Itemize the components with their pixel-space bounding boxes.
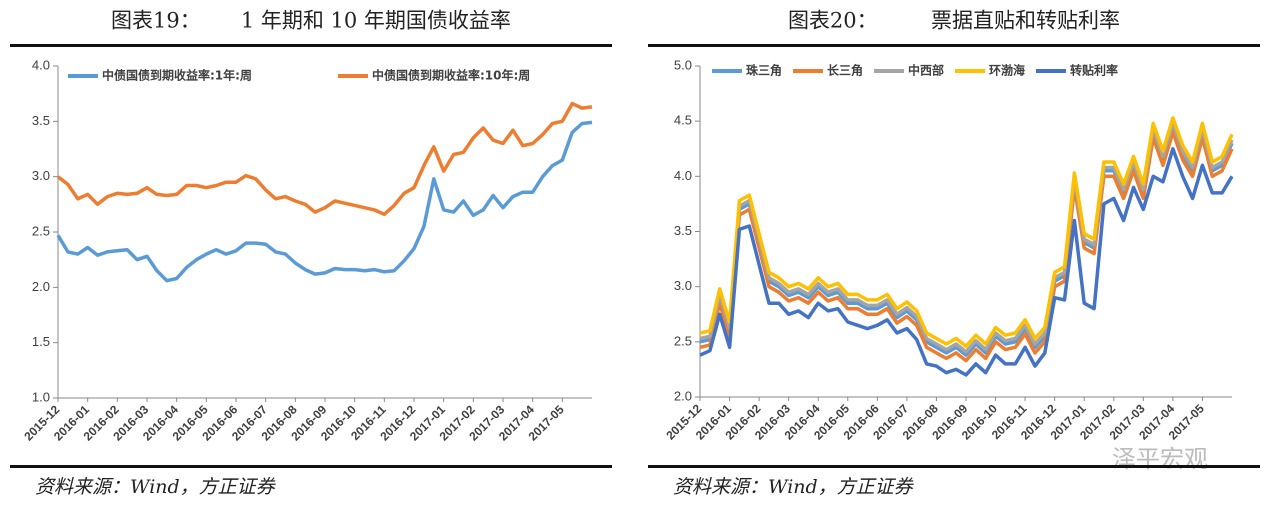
series-line [699,130,1234,363]
y-tick-label: 2.0 [674,388,692,403]
source: 资料来源：Wind，方正证券 [35,476,277,498]
rule-bottom [648,465,1260,468]
source: 资料来源：Wind，方正证券 [673,476,915,498]
y-tick-label: 3.0 [32,168,50,183]
series-line [699,147,1234,377]
y-tick-label: 3.0 [674,278,692,293]
legend-label: 长三角 [827,63,863,78]
series-line [56,101,593,217]
y-tick-label: 1.0 [32,389,50,404]
legend-label: 中西部 [908,63,944,78]
y-tick-label: 3.5 [32,113,50,128]
y-tick-label: 4.0 [674,168,692,183]
y-tick-label: 2.5 [32,223,50,238]
y-tick-label: 2.0 [32,279,50,294]
rule-top [10,44,612,47]
series-line [699,124,1234,357]
y-tick-label: 1.5 [32,334,50,349]
y-tick-label: 4.0 [32,57,50,72]
y-tick-label: 5.0 [674,57,692,72]
chart-title: 图表20： 票据直贴和转贴利率 [788,9,1120,33]
legend-label: 中债国债到期收益率:10年:周 [372,68,530,83]
legend-label: 珠三角 [746,63,782,78]
series-line [699,121,1234,354]
legend-label: 环渤海 [989,63,1025,78]
legend-label: 转贴利率 [1070,63,1118,78]
y-tick-label: 4.5 [674,113,692,128]
legend-label: 中债国债到期收益率:1年:周 [102,68,252,83]
rule-bottom [10,465,612,468]
chart-title: 图表19： 1 年期和 10 年期国债收益率 [111,9,511,33]
rule-top [648,44,1260,47]
y-tick-label: 2.5 [674,333,692,348]
y-tick-label: 3.5 [674,223,692,238]
series-line [699,116,1234,348]
watermark: 泽平宏观 [1112,445,1208,473]
series-line [56,120,593,283]
